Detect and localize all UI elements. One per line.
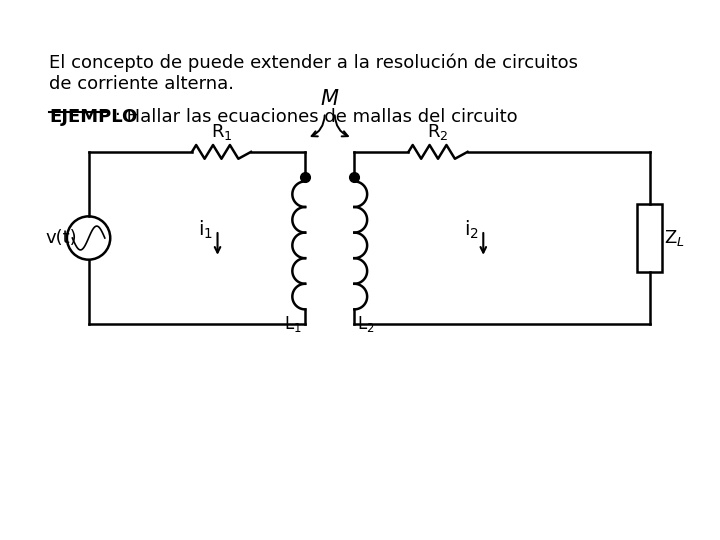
Text: R$_1$: R$_1$	[211, 122, 233, 142]
Text: L$_1$: L$_1$	[284, 314, 302, 334]
Text: M: M	[320, 89, 338, 109]
Text: : Hallar las ecuaciones de mallas del circuito: : Hallar las ecuaciones de mallas del ci…	[109, 107, 518, 126]
Text: EJEMPLO: EJEMPLO	[49, 107, 138, 126]
Text: i$_2$: i$_2$	[464, 219, 479, 241]
Text: v(t): v(t)	[45, 229, 77, 247]
FancyBboxPatch shape	[637, 204, 662, 273]
Text: de corriente alterna.: de corriente alterna.	[49, 75, 234, 93]
Text: L$_2$: L$_2$	[357, 314, 375, 334]
Text: R$_2$: R$_2$	[427, 122, 449, 142]
Text: El concepto de puede extender a la resolución de circuitos: El concepto de puede extender a la resol…	[49, 53, 578, 72]
Text: Z$_L$: Z$_L$	[664, 228, 685, 248]
Text: i$_1$: i$_1$	[198, 219, 213, 241]
